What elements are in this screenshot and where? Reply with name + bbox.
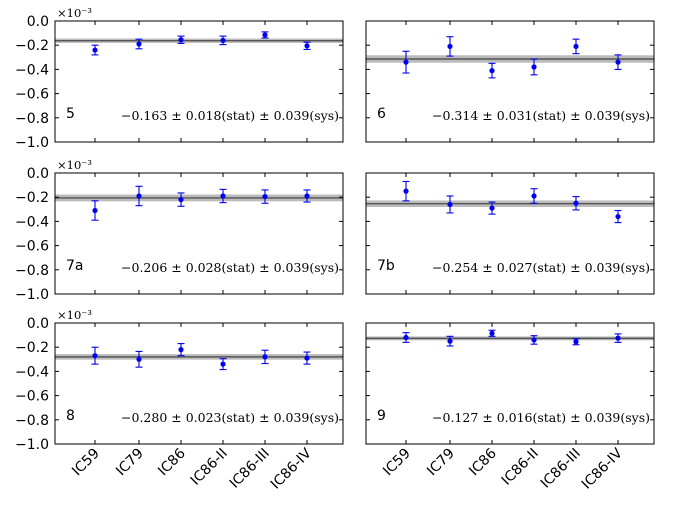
data-point <box>262 32 268 38</box>
data-point <box>531 64 537 70</box>
y-exponent: ×10⁻³ <box>57 6 92 20</box>
y-tick-label: −1.0 <box>15 437 49 453</box>
x-category-label: IC86 <box>466 445 500 479</box>
y-exponent: ×10⁻³ <box>57 308 92 322</box>
axes-frame <box>365 322 655 445</box>
axes-frame <box>365 20 655 143</box>
data-point <box>92 47 98 53</box>
data-point <box>447 43 453 50</box>
x-category-label: IC79 <box>424 446 458 480</box>
x-category-label: IC86-IV <box>268 445 315 492</box>
data-point <box>304 193 310 199</box>
data-point <box>489 205 495 211</box>
data-point <box>447 338 453 344</box>
x-category-label: IC86 <box>155 445 189 479</box>
y-tick-label: −0.2 <box>15 38 49 54</box>
y-tick-label: −0.8 <box>15 263 49 279</box>
y-tick-label: 0.0 <box>27 316 49 332</box>
data-point <box>136 41 142 47</box>
y-tick-label: −0.2 <box>15 190 49 206</box>
panel-label: 5 <box>66 106 75 122</box>
y-tick-label: −0.4 <box>15 62 49 78</box>
data-point <box>531 337 537 343</box>
x-category-label: IC86-III <box>538 446 584 492</box>
data-point <box>262 193 268 200</box>
data-point <box>573 43 579 50</box>
fit-result: −0.206 ± 0.028(stat) ± 0.039(sys) <box>121 260 339 275</box>
panel-label: 6 <box>377 106 386 122</box>
axes-frame <box>54 172 344 295</box>
data-point <box>220 37 226 43</box>
y-tick-label: −1.0 <box>15 135 49 151</box>
fit-result: −0.127 ± 0.016(stat) ± 0.039(sys) <box>432 410 650 425</box>
y-tick-label: −0.2 <box>15 340 49 356</box>
data-point <box>136 193 142 199</box>
y-tick-label: −0.6 <box>15 389 49 405</box>
x-category-label: IC59 <box>380 446 414 480</box>
x-category-label: IC59 <box>69 446 103 480</box>
x-category-label: IC86-III <box>227 446 273 492</box>
axes-frame <box>54 322 344 445</box>
data-point <box>573 339 579 345</box>
data-point <box>403 334 409 341</box>
y-tick-label: 0.0 <box>27 166 49 182</box>
axes-frame <box>365 172 655 295</box>
data-point <box>220 361 226 367</box>
y-exponent: ×10⁻³ <box>57 158 92 172</box>
data-point <box>92 353 98 359</box>
y-tick-label: −0.4 <box>15 214 49 230</box>
data-point <box>615 213 621 220</box>
fit-result: −0.280 ± 0.023(stat) ± 0.039(sys) <box>121 410 339 425</box>
data-point <box>403 188 409 194</box>
y-tick-label: 0.0 <box>27 14 49 30</box>
data-point <box>531 193 537 199</box>
axes-frame <box>54 20 344 143</box>
y-tick-label: −0.8 <box>15 413 49 429</box>
fit-result: −0.163 ± 0.018(stat) ± 0.039(sys) <box>121 108 339 123</box>
x-category-label: IC86-II <box>188 446 231 489</box>
data-point <box>92 207 98 214</box>
data-point <box>178 37 184 43</box>
x-category-label: IC86-II <box>499 446 542 489</box>
data-point <box>615 59 621 65</box>
panel-label: 7a <box>66 258 84 274</box>
panel-label: 9 <box>377 408 386 424</box>
data-point <box>178 197 184 203</box>
y-tick-label: −0.6 <box>15 239 49 255</box>
data-point <box>489 68 495 74</box>
fit-result: −0.314 ± 0.031(stat) ± 0.039(sys) <box>432 108 650 123</box>
panel-label: 8 <box>66 408 75 424</box>
y-tick-label: −1.0 <box>15 287 49 303</box>
data-point <box>220 193 226 199</box>
y-tick-label: −0.8 <box>15 111 49 127</box>
data-point <box>403 59 409 65</box>
fit-result: −0.254 ± 0.027(stat) ± 0.039(sys) <box>432 260 650 275</box>
y-tick-label: −0.4 <box>15 364 49 380</box>
data-point <box>262 354 268 360</box>
x-category-label: IC86-IV <box>579 445 626 492</box>
data-point <box>136 356 142 362</box>
data-point <box>573 200 579 206</box>
x-category-label: IC79 <box>113 446 147 480</box>
data-point <box>304 355 310 361</box>
data-point <box>489 330 495 336</box>
data-point <box>615 335 621 341</box>
panel-label: 7b <box>377 258 395 274</box>
y-tick-label: −0.6 <box>15 87 49 103</box>
data-point <box>447 201 453 208</box>
data-point <box>304 43 310 49</box>
data-point <box>178 347 184 353</box>
